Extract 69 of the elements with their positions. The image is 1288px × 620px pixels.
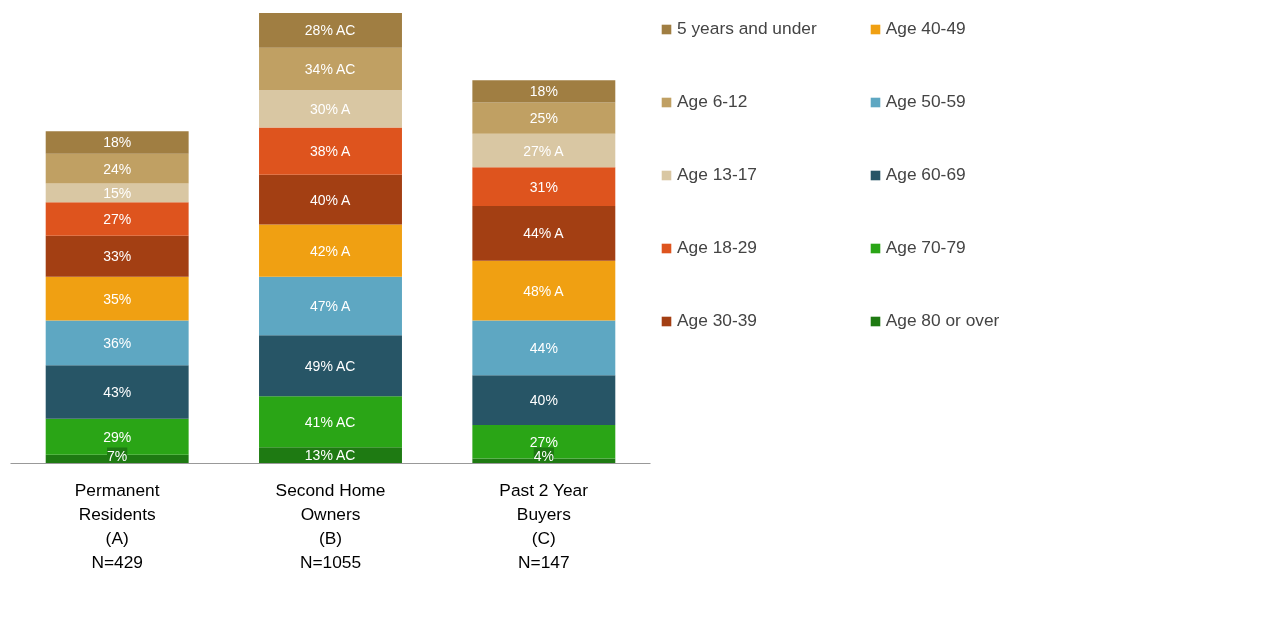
data-label: 30% A bbox=[309, 100, 352, 117]
bar bbox=[45, 202, 189, 236]
bar bbox=[259, 174, 402, 225]
legend-label: Age 6-12 bbox=[677, 91, 749, 112]
bar bbox=[472, 320, 616, 376]
data-label: 40% bbox=[529, 392, 558, 409]
data-label: 49% AC bbox=[304, 357, 356, 374]
bar bbox=[45, 131, 189, 154]
bar bbox=[472, 102, 616, 134]
bar bbox=[259, 224, 402, 277]
bar bbox=[259, 13, 402, 48]
data-label: 28% AC bbox=[304, 22, 356, 39]
bar bbox=[259, 335, 402, 397]
bar bbox=[472, 375, 616, 425]
bar bbox=[472, 260, 616, 321]
legend-label: Age 13-17 bbox=[677, 164, 758, 185]
legend-label: Age 40-49 bbox=[885, 18, 967, 39]
bar bbox=[259, 396, 402, 448]
bar bbox=[472, 424, 616, 459]
bar bbox=[259, 127, 402, 175]
legend-label: Age 70-79 bbox=[885, 237, 967, 258]
bar bbox=[45, 153, 189, 184]
data-label: 44% A bbox=[523, 225, 565, 242]
data-label: 41% AC bbox=[304, 413, 356, 430]
data-label: 4% bbox=[533, 447, 554, 464]
x-tick-label: Second Home Owners (B) N=1055 bbox=[275, 479, 386, 572]
data-label: 33% bbox=[103, 248, 132, 265]
data-label: 18% bbox=[103, 134, 132, 151]
data-label: 27% bbox=[529, 433, 558, 450]
data-label: 34% AC bbox=[304, 61, 356, 78]
data-label: 25% bbox=[529, 110, 558, 127]
data-label: 7% bbox=[107, 447, 128, 464]
x-tick-label: Past 2 Year Buyers (C) N=147 bbox=[499, 479, 589, 572]
bar bbox=[259, 276, 402, 336]
data-label: 42% A bbox=[309, 242, 352, 259]
bar bbox=[472, 133, 616, 168]
data-label: 15% bbox=[103, 184, 132, 201]
bar bbox=[472, 167, 616, 206]
data-label: 38% A bbox=[309, 143, 352, 160]
bar bbox=[45, 235, 189, 277]
bar bbox=[45, 276, 189, 321]
bar bbox=[45, 365, 189, 419]
bar bbox=[45, 320, 189, 366]
legend-label: Age 60-69 bbox=[885, 164, 967, 185]
data-label: 43% bbox=[103, 383, 132, 400]
bar bbox=[45, 183, 189, 203]
data-label: 36% bbox=[103, 334, 132, 351]
legend-label: Age 80 or over bbox=[885, 310, 1001, 331]
data-label: 29% bbox=[103, 428, 132, 445]
legend-label: Age 30-39 bbox=[677, 310, 758, 331]
bar bbox=[472, 80, 616, 103]
data-label: 18% bbox=[529, 83, 558, 100]
legend-label: Age 50-59 bbox=[885, 91, 967, 112]
data-label: 40% A bbox=[309, 191, 352, 208]
data-label: 35% bbox=[103, 290, 132, 307]
data-label: 31% bbox=[529, 178, 558, 195]
data-label: 44% bbox=[529, 339, 558, 356]
bar bbox=[259, 90, 402, 128]
data-label: 27% bbox=[103, 210, 132, 227]
x-tick-label: Permanent Residents (A) N=429 bbox=[74, 479, 160, 572]
bar bbox=[472, 205, 616, 261]
data-label: 24% bbox=[103, 160, 132, 177]
legend-label: Age 18-29 bbox=[677, 237, 758, 258]
data-label: 47% A bbox=[309, 298, 352, 315]
data-label: 27% A bbox=[523, 142, 565, 159]
data-label: 13% AC bbox=[304, 447, 356, 464]
bar bbox=[259, 47, 402, 91]
legend-label: 5 years and under bbox=[677, 18, 817, 39]
data-label: 48% A bbox=[523, 282, 565, 299]
